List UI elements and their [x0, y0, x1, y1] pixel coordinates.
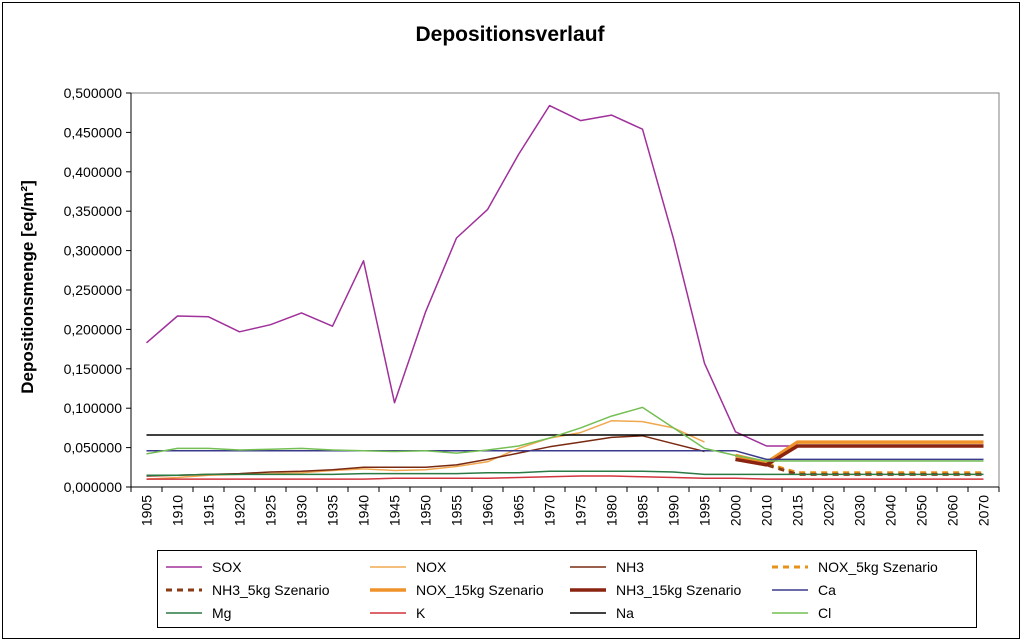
legend-swatch: [166, 612, 202, 614]
legend-swatch: [772, 589, 808, 591]
x-tick-label: 1950: [418, 495, 434, 526]
legend-label: NOX_15kg Szenario: [416, 582, 544, 598]
y-tick-label: 0,000000: [64, 479, 123, 495]
y-tick-label: 0,350000: [64, 203, 123, 219]
x-tick-label: 1910: [170, 495, 186, 526]
legend-item-k: K: [368, 602, 425, 624]
x-tick-label: 2030: [852, 495, 868, 526]
legend-swatch: [570, 588, 606, 592]
x-tick-label: 1965: [511, 495, 527, 526]
series-line-ca: [146, 450, 984, 461]
x-tick-label: 1995: [697, 495, 713, 526]
legend-label: Cl: [818, 605, 832, 621]
legend-label: NH3_5kg Szenario: [212, 582, 330, 598]
legend-item-mg: Mg: [164, 602, 231, 624]
x-tick-label: 1940: [356, 495, 372, 526]
legend-swatch: [370, 588, 406, 592]
series-line-nh3-15kg-szenario: [735, 444, 984, 467]
legend-item-nox-5kg-szenario: NOX_5kg Szenario: [770, 556, 938, 578]
series-line-nh3: [146, 435, 705, 477]
x-tick-label: 1960: [480, 495, 496, 526]
x-tick-label: 1975: [573, 495, 589, 526]
x-tick-label: 1945: [387, 495, 403, 526]
y-tick-label: 0,300000: [64, 243, 123, 259]
legend-label: SOX: [212, 559, 242, 575]
legend-label: NH3: [616, 559, 645, 575]
x-tick-label: 2015: [790, 495, 806, 526]
x-tick-label: 2060: [945, 495, 961, 526]
legend-swatch: [570, 612, 606, 614]
legend-item-ca: Ca: [770, 579, 836, 601]
legend-label: NH3_15kg Szenario: [616, 582, 742, 598]
legend-label: Na: [616, 605, 634, 621]
series-line-k: [146, 475, 984, 480]
x-tick-label: 1905: [139, 495, 155, 526]
y-tick-label: 0,400000: [64, 164, 123, 180]
series-line-mg: [146, 470, 984, 476]
legend: SOX NOX NH3 NOX_5kg Szenario NH3_5kg Szenari…: [157, 550, 977, 628]
legend-label: NOX: [416, 559, 447, 575]
legend-swatch: [370, 566, 406, 568]
y-tick-label: 0,250000: [64, 282, 123, 298]
x-tick-label: 1955: [449, 495, 465, 526]
legend-swatch: [570, 566, 606, 568]
y-tick-label: 0,200000: [64, 321, 123, 337]
series-line-sox: [146, 104, 798, 447]
chart-title: Depositionsverlauf: [415, 23, 605, 46]
series-line-cl: [146, 406, 984, 462]
x-tick-label: 2000: [728, 495, 744, 526]
x-tick-label: 1990: [666, 495, 682, 526]
legend-label: Mg: [212, 605, 232, 621]
x-tick-label: 2010: [759, 495, 775, 526]
legend-item-sox: SOX: [164, 556, 242, 578]
legend-label: NOX_5kg Szenario: [818, 559, 938, 575]
x-tick-label: 2070: [976, 495, 992, 526]
y-tick-label: 0,050000: [64, 440, 123, 456]
x-tick-label: 1970: [542, 495, 558, 526]
x-tick-label: 1920: [232, 495, 248, 526]
y-tick-label: 0,450000: [64, 124, 123, 140]
x-tick-label: 1935: [325, 495, 341, 526]
x-tick-label: 1980: [604, 495, 620, 526]
y-tick-label: 0,100000: [64, 400, 123, 416]
x-tick-label: 1915: [201, 495, 217, 526]
plot-border: [130, 92, 1000, 488]
legend-item-nh3: NH3: [568, 556, 644, 578]
x-tick-label: 2020: [821, 495, 837, 526]
series-line-nox-15kg-szenario: [735, 440, 984, 465]
legend-swatch: [166, 588, 202, 592]
legend-swatch: [772, 565, 808, 569]
legend-item-nh3-15kg-szenario: NH3_15kg Szenario: [568, 579, 741, 601]
legend-swatch: [772, 612, 808, 614]
x-tick-label: 2040: [883, 495, 899, 526]
series-line-nox-5kg-szenario: [735, 454, 984, 475]
x-tick-label: 2050: [914, 495, 930, 526]
legend-label: Ca: [818, 582, 836, 598]
legend-item-nh3-5kg-szenario: NH3_5kg Szenario: [164, 579, 330, 601]
plot-area: 0,000000 0,050000 0,100000 0,150000 0,200000…: [64, 85, 1000, 526]
legend-item-na: Na: [568, 602, 634, 624]
y-tick-label: 0,150000: [64, 361, 123, 377]
legend-item-nox-15kg-szenario: NOX_15kg Szenario: [368, 579, 544, 601]
legend-item-nox: NOX: [368, 556, 446, 578]
x-tick-label: 1930: [294, 495, 310, 526]
x-tick-label: 1985: [635, 495, 651, 526]
legend-item-cl: Cl: [770, 602, 831, 624]
y-tick-label: 0,500000: [64, 85, 123, 101]
legend-swatch: [166, 566, 202, 568]
legend-swatch: [370, 612, 406, 614]
legend-label: K: [416, 605, 426, 621]
x-tick-label: 1925: [263, 495, 279, 526]
